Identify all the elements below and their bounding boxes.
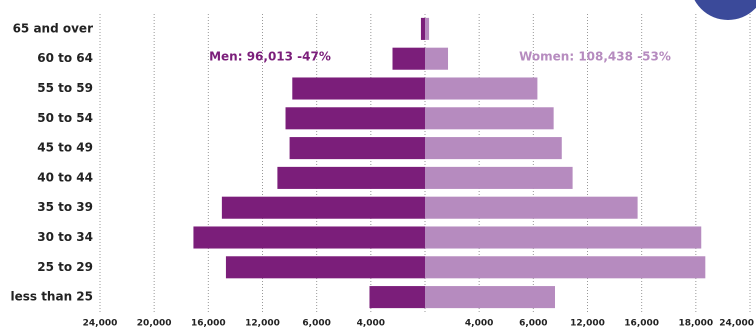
bar: [425, 77, 538, 100]
x-tick-label: 16,000: [191, 319, 226, 329]
x-tick-label: 12,000: [570, 319, 605, 329]
x-tick-label: 24,000: [83, 319, 118, 329]
bar: [193, 226, 425, 249]
bar: [425, 107, 554, 130]
category-label: 50 to 54: [37, 111, 93, 125]
bar: [425, 137, 562, 160]
bar: [425, 226, 702, 249]
x-tick-label: 4,000: [357, 319, 385, 329]
bar: [221, 196, 425, 219]
bar: [425, 166, 573, 189]
x-tick-label: 18,000: [678, 319, 713, 329]
category-label: 60 to 64: [37, 51, 93, 65]
bar: [425, 47, 449, 70]
bar: [277, 166, 425, 189]
category-label: less than 25: [10, 290, 93, 304]
bar: [425, 196, 638, 219]
corner-badge: [694, 0, 756, 20]
x-tick-label: 6,000: [302, 319, 330, 329]
category-label: 25 to 29: [37, 260, 93, 274]
bar: [289, 137, 425, 160]
x-tick-label: 12,000: [245, 319, 280, 329]
x-tick-label: 24,000: [719, 319, 754, 329]
bar: [425, 286, 555, 309]
bar: [392, 47, 425, 70]
bar: [369, 286, 425, 309]
bar: [292, 77, 425, 100]
series-annotation: Men: 96,013 -47%: [209, 50, 331, 64]
bar: [425, 256, 706, 279]
bar: [285, 107, 425, 130]
category-label: 30 to 34: [37, 230, 93, 244]
bar: [225, 256, 425, 279]
bar: [425, 17, 430, 40]
x-tick-label: 16,000: [624, 319, 659, 329]
category-label: 45 to 49: [37, 141, 93, 155]
category-label: 55 to 59: [37, 81, 93, 95]
x-tick-label: 4,000: [465, 319, 493, 329]
bar: [420, 17, 425, 40]
category-label: 65 and over: [13, 21, 93, 35]
category-label: 40 to 44: [37, 170, 93, 184]
category-label: 35 to 39: [37, 200, 93, 214]
series-annotation: Women: 108,438 -53%: [519, 50, 671, 64]
x-tick-label: 6,000: [519, 319, 547, 329]
x-tick-label: 20,000: [137, 319, 172, 329]
